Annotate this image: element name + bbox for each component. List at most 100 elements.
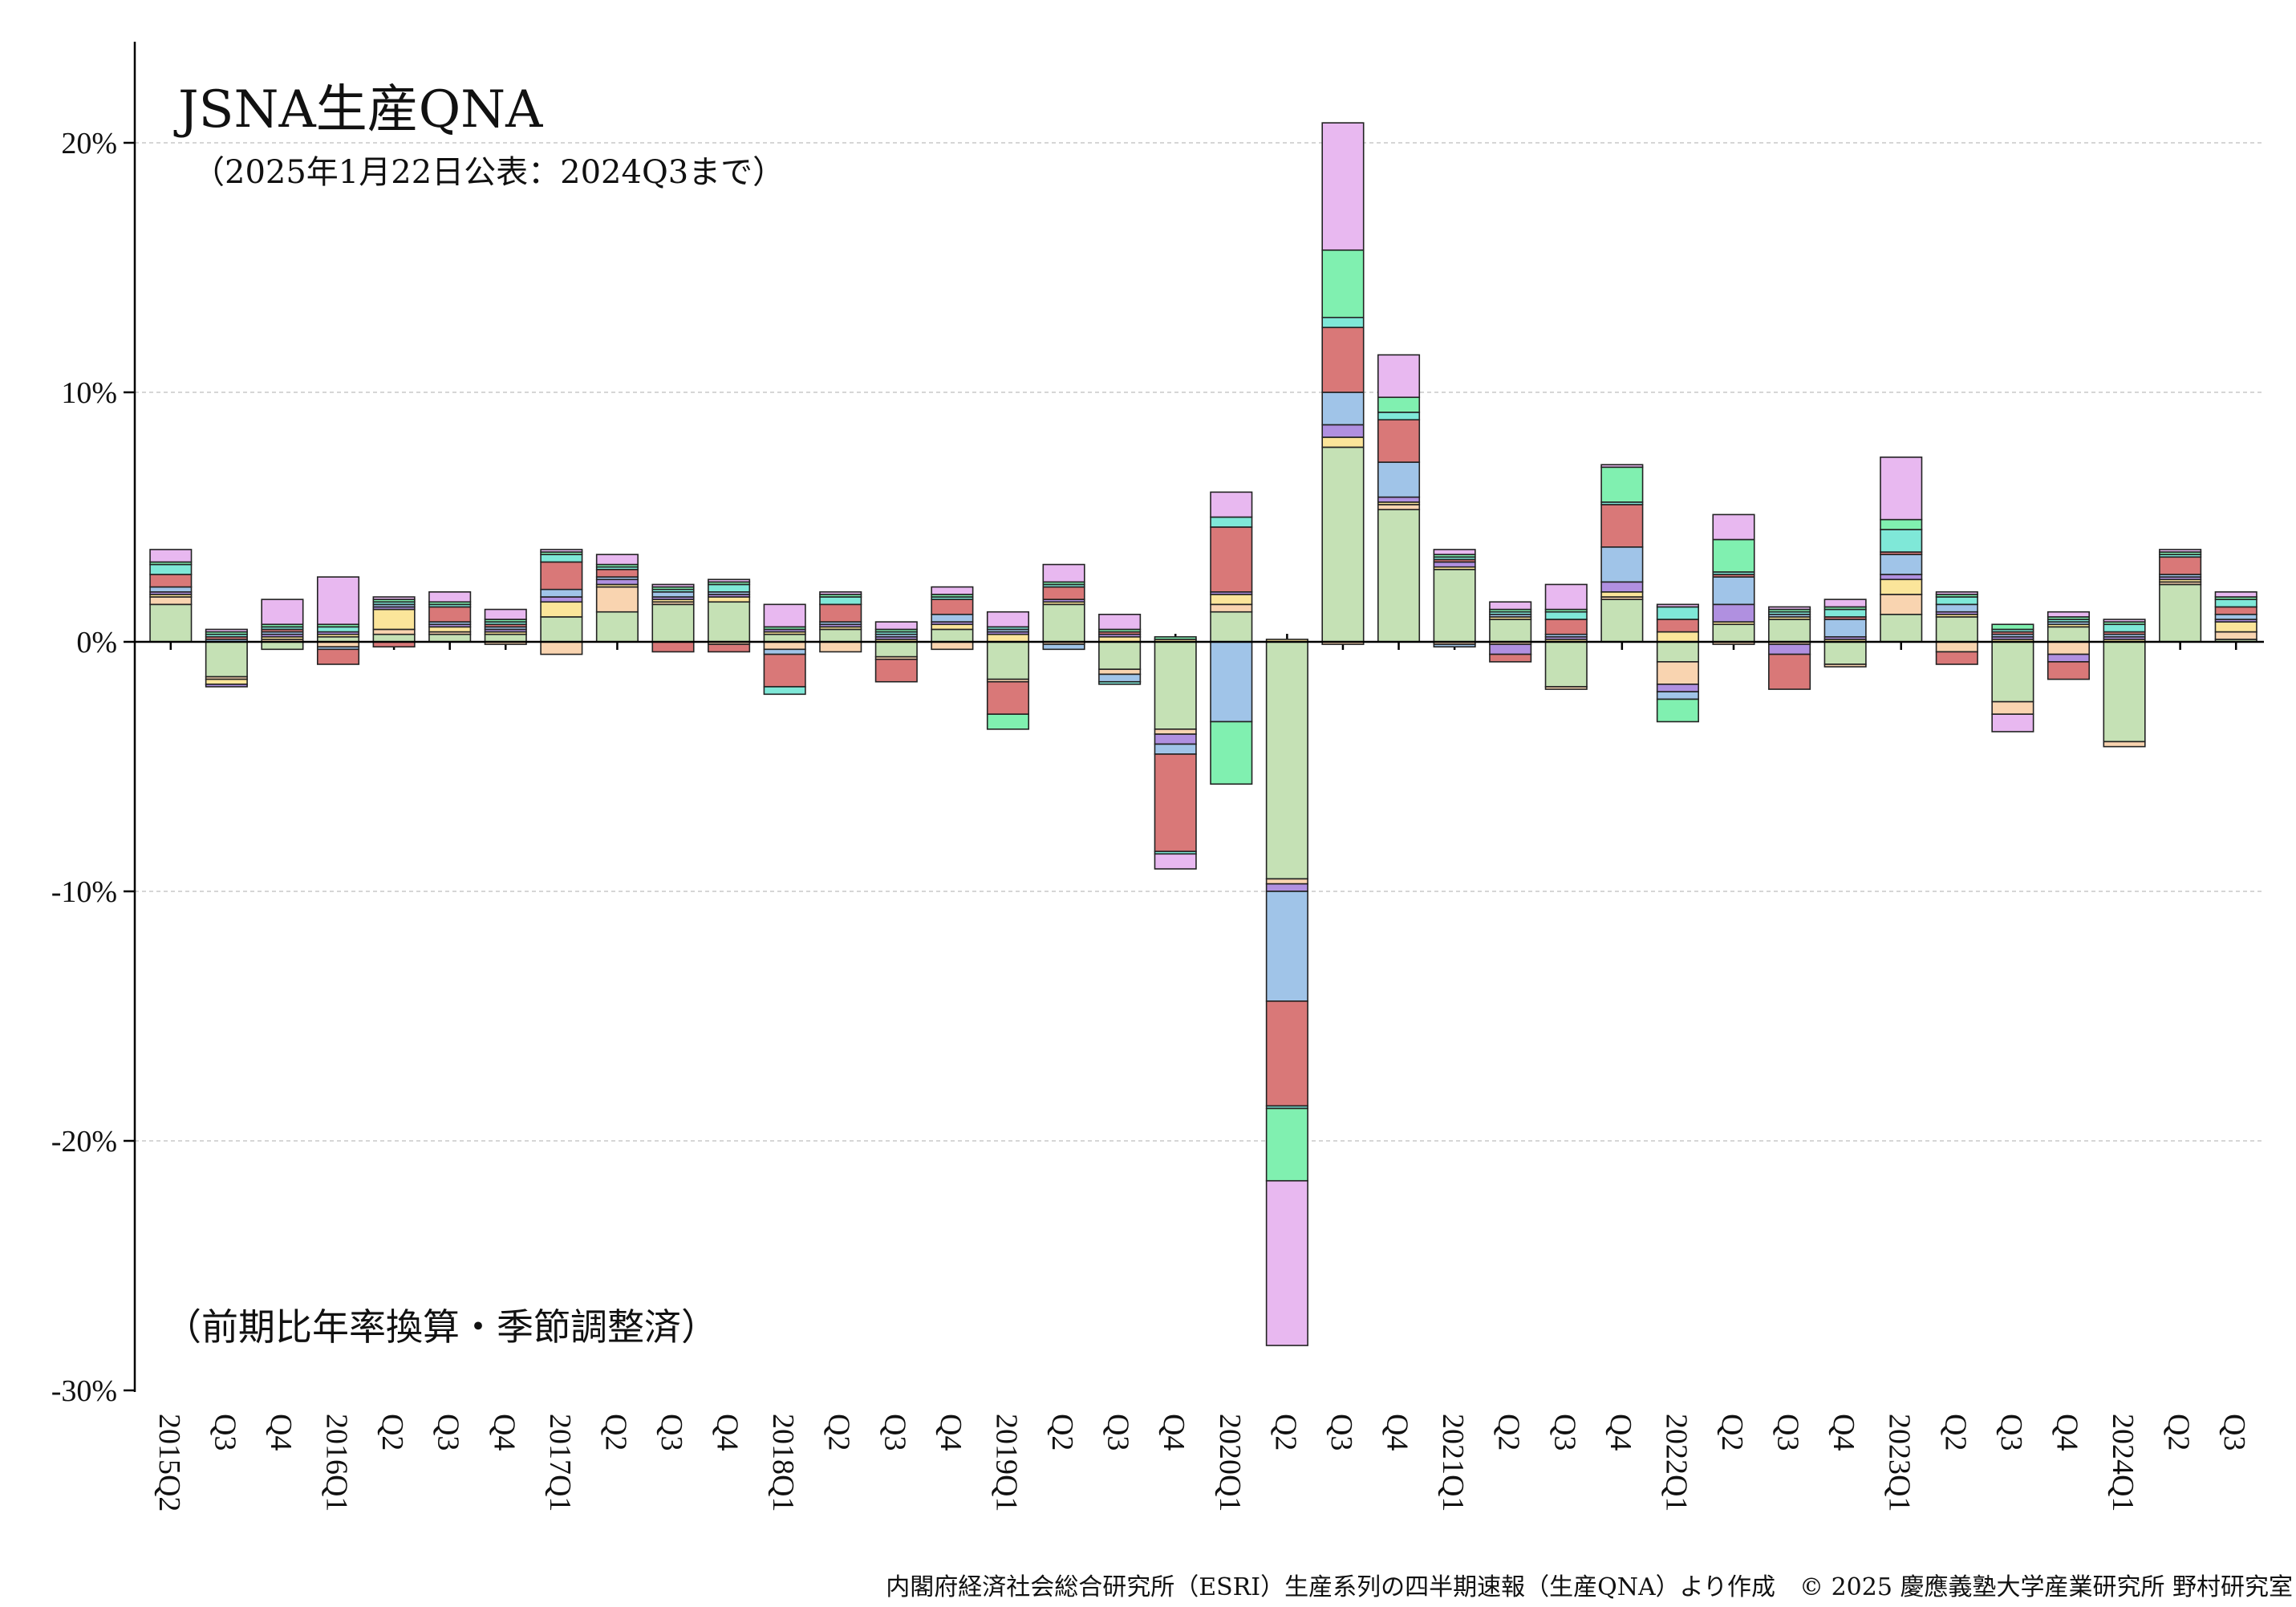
bar-segment: [1544, 641, 1588, 688]
bar-segment: [428, 606, 472, 623]
bar-segment: [1042, 603, 1085, 643]
bar-segment: [1712, 603, 1755, 623]
bar-segment: [1210, 526, 1253, 593]
bar-segment: [931, 613, 974, 623]
bar-segment: [1768, 643, 1811, 655]
x-tick-labels: 2015Q2 Q3 Q4 2016Q1 Q2 Q3 Q4 2017Q1 Q2 Q3 Q4 2018Q1…: [152, 1414, 2251, 1512]
bar-segment: [1433, 569, 1476, 643]
bar-segment: [484, 633, 527, 643]
bar-segment: [1210, 491, 1253, 518]
x-tick-label: Q4: [2050, 1414, 2083, 1451]
bar-segment: [540, 616, 583, 643]
x-tick-label: Q4: [1381, 1414, 1414, 1451]
bar-segment: [1377, 461, 1421, 498]
x-tick-label: Q4: [264, 1414, 298, 1451]
bar-segment: [2047, 611, 2091, 618]
bar-segment: [1321, 436, 1365, 448]
bar-segment: [931, 641, 974, 651]
bar-segment: [1321, 446, 1365, 643]
bar-segment: [1656, 606, 1699, 620]
bar-segment: [1042, 586, 1085, 600]
bar-segment: [316, 626, 360, 633]
bar-segment: [372, 628, 416, 635]
bar-segment: [1377, 419, 1421, 463]
bar-segment: [1321, 249, 1365, 319]
bar-segment: [261, 641, 304, 651]
bar-segment: [205, 628, 248, 633]
bar-segment: [540, 561, 583, 590]
bar-segment: [1433, 643, 1476, 648]
x-tick-label: 2024Q1: [2106, 1414, 2140, 1512]
bar-segment: [1321, 316, 1365, 328]
bar-segment: [1377, 496, 1421, 503]
bar-segment: [1880, 594, 1923, 615]
x-tick-label: 2023Q1: [1883, 1414, 1917, 1512]
bar-segment: [1265, 883, 1308, 892]
bar-segment: [1935, 641, 1978, 653]
bar-segment: [1377, 412, 1421, 421]
bar-segment: [1489, 619, 1532, 643]
bar-segment: [1544, 619, 1588, 635]
x-tick-label: Q4: [487, 1414, 521, 1451]
x-tick-label: Q3: [1324, 1414, 1358, 1451]
bar-segment: [149, 586, 193, 593]
bar-segment: [1265, 878, 1308, 885]
x-tick-label: 2015Q2: [152, 1414, 186, 1512]
bar-segment: [428, 633, 472, 643]
bar-segment: [1823, 663, 1867, 668]
y-tick-label: 0%: [76, 626, 117, 659]
bar-segment: [986, 633, 1030, 643]
annotation-note: （前期比年率換算・季節調整済）: [164, 1305, 718, 1349]
bar-segment: [1265, 1107, 1308, 1182]
bar-segment: [986, 713, 1030, 730]
bar-segment: [986, 680, 1030, 715]
bar-segment: [1321, 392, 1365, 426]
x-tick-label: Q4: [934, 1414, 967, 1451]
x-tick-label: Q2: [375, 1414, 409, 1451]
bar-segment: [708, 643, 751, 653]
bar-segment: [1600, 581, 1644, 593]
bar-segment: [931, 586, 974, 595]
x-tick-label: Q2: [2162, 1414, 2196, 1451]
x-tick-label: Q3: [432, 1414, 465, 1451]
bar-segment: [708, 601, 751, 643]
bar-segment: [1544, 686, 1588, 690]
x-tick-label: 2017Q1: [543, 1414, 577, 1512]
x-tick-label: Q3: [878, 1414, 911, 1451]
bar-segment: [2047, 641, 2091, 655]
bar-segment: [819, 641, 862, 653]
bar-segment: [763, 603, 806, 628]
bar-segment: [1433, 549, 1476, 555]
bar-segment: [1600, 546, 1644, 583]
bar-segment: [1210, 516, 1253, 528]
y-tick-label: 10%: [61, 376, 117, 410]
bar-segment: [708, 578, 751, 583]
bar-segment: [1265, 1179, 1308, 1346]
bar-segment: [2214, 613, 2257, 620]
bar-segment: [1991, 641, 2034, 703]
bar-segment: [1991, 623, 2034, 631]
bar-segment: [986, 611, 1030, 628]
bar-segment: [651, 603, 695, 643]
bar-segment: [2103, 619, 2146, 623]
bar-segment: [1433, 561, 1476, 568]
x-tick-label: Q3: [1548, 1414, 1581, 1451]
bar-segment: [1768, 653, 1811, 690]
bar-segment: [1656, 691, 1699, 700]
bar-segment: [763, 633, 806, 643]
bar-segment: [2214, 590, 2257, 598]
x-tick-label: Q3: [655, 1414, 688, 1451]
x-tick-label: Q4: [1827, 1414, 1860, 1451]
bar-segment: [1600, 599, 1644, 643]
bar-segment: [1656, 619, 1699, 633]
bar-segment: [149, 603, 193, 643]
bar-segment: [1656, 698, 1699, 723]
bar-segment: [874, 621, 918, 631]
bar-segment: [1321, 424, 1365, 438]
bar-segment: [540, 641, 583, 655]
bar-segment: [1823, 599, 1867, 608]
bar-segment: [1823, 619, 1867, 638]
bar-segment: [2047, 661, 2091, 680]
x-tick-label: 2016Q1: [320, 1414, 354, 1512]
